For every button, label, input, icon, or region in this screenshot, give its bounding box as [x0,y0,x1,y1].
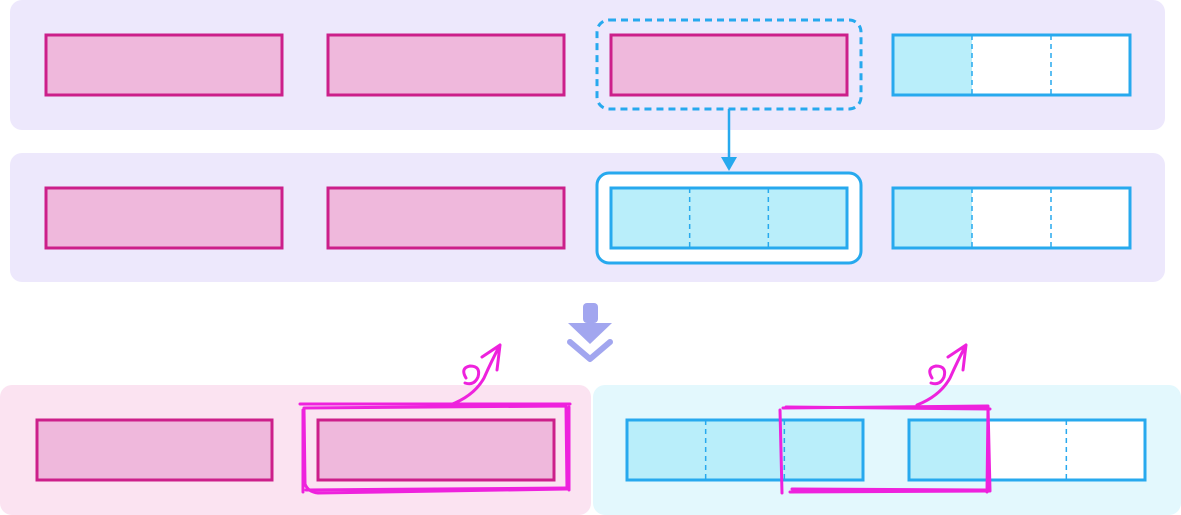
rotate-arrow-icon [448,343,502,407]
row-2-block-3 [609,186,849,250]
row-3-block-3 [625,418,865,482]
block-segment [705,420,785,480]
block-segment [972,188,1051,248]
block-segment [1051,35,1130,95]
row-1-block-4 [891,33,1132,97]
block-segment [893,188,972,248]
rotate-arrow-icon [915,343,968,407]
block-outline [891,33,1132,97]
block-segment [972,35,1051,95]
row-2-block-2 [326,186,566,250]
block-outline [907,418,1147,482]
row-2-panel [10,153,1165,282]
row-1-block-2 [326,33,566,97]
block-outline [891,186,1132,250]
highlight-scribble-left [298,402,572,495]
block-segment [987,420,1067,480]
row-2-block-4 [891,186,1132,250]
row-3-cyan-panel [593,385,1181,515]
row-3-pink-panel [0,385,591,515]
row-1-panel [10,0,1165,130]
block-outline [625,418,865,482]
block-segment [1051,188,1130,248]
block-segment [627,420,706,480]
block-segment [909,420,988,480]
row-1-block-3 [609,33,849,97]
block-segment [689,188,769,248]
double-chevron-down-icon [567,303,613,362]
row-1-block-1 [44,33,284,97]
block-segment [1066,420,1145,480]
arrow-down-icon [721,109,737,171]
block-segment [893,35,972,95]
block-outline [609,186,849,250]
row-3-block-1 [35,418,274,482]
row-2-block-1 [44,186,284,250]
block-segment [784,420,863,480]
row-3-block-2 [316,418,556,482]
block-segment [611,188,690,248]
highlight-scribble-right [778,404,992,495]
block-segment [768,188,847,248]
row-3-block-4 [907,418,1147,482]
